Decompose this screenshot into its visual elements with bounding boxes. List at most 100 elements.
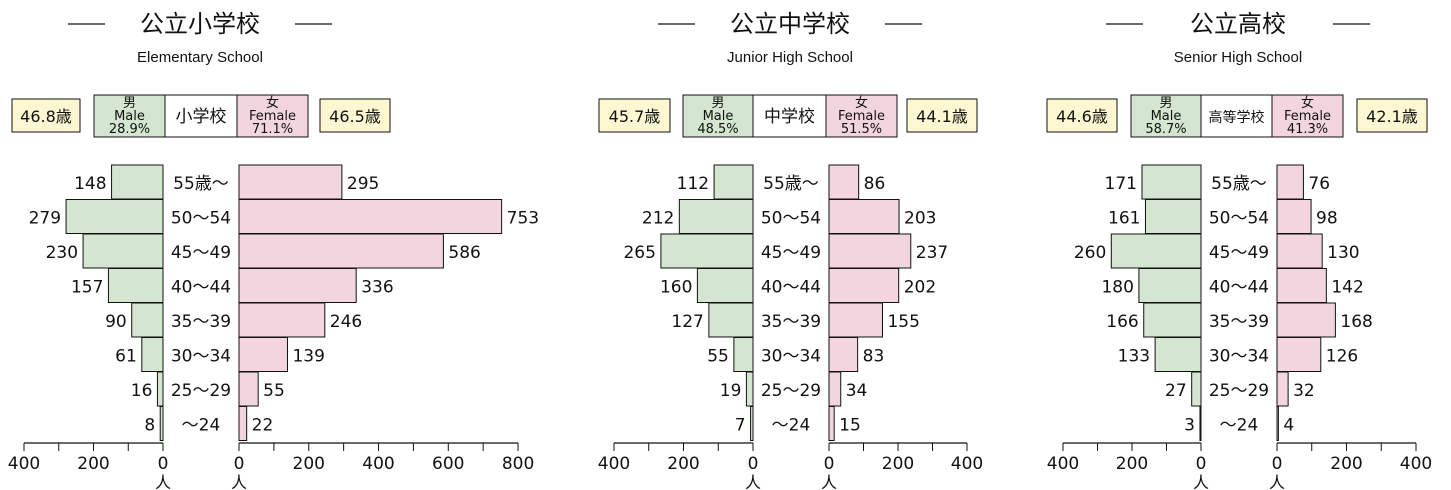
female-value-label: 86 xyxy=(864,174,886,194)
age-category-label: 40～44 xyxy=(1209,278,1269,298)
female-label-jp: 女 xyxy=(266,95,279,111)
male-value-label: 55 xyxy=(707,347,729,367)
female-bar xyxy=(1276,337,1322,372)
panel-subtitle: Junior High School xyxy=(727,49,853,66)
male-value-label: 230 xyxy=(46,243,78,263)
female-bar xyxy=(1276,233,1323,269)
female-bar xyxy=(828,268,900,303)
female-header-box xyxy=(825,94,898,138)
male-axis-unit: 人 xyxy=(745,473,761,490)
panel-title: 公立中学校 xyxy=(730,10,850,38)
female-value-label: 83 xyxy=(863,347,885,367)
male-bar xyxy=(1191,371,1202,407)
female-avg-age-box xyxy=(319,98,391,133)
female-value-label: 98 xyxy=(1316,209,1338,229)
school-type-label: 高等学校 xyxy=(1209,109,1265,126)
female-bar xyxy=(238,233,444,269)
male-bar xyxy=(750,406,754,441)
female-value-label: 32 xyxy=(1293,381,1315,401)
female-header-box xyxy=(236,94,309,138)
female-value-label: 155 xyxy=(887,312,919,332)
female-axis-tick-label: 800 xyxy=(502,454,534,474)
female-value-label: 586 xyxy=(448,243,480,263)
male-value-label: 166 xyxy=(1106,312,1138,332)
female-label-en: Female xyxy=(1284,109,1331,124)
female-bar xyxy=(828,233,912,269)
female-bar xyxy=(238,302,326,338)
panel-title: 公立小学校 xyxy=(140,10,260,38)
male-share: 58.7% xyxy=(1145,122,1186,137)
female-value-label: 203 xyxy=(904,209,936,229)
female-share: 71.1% xyxy=(252,122,293,137)
female-value-label: 237 xyxy=(916,243,948,263)
female-bar xyxy=(1276,268,1327,303)
male-label-en: Male xyxy=(703,109,734,124)
male-avg-age-box xyxy=(598,98,671,133)
female-value-label: 336 xyxy=(361,278,393,298)
age-category-label: 35～39 xyxy=(1209,312,1269,332)
female-avg-age: 46.5歳 xyxy=(329,107,381,126)
male-value-label: 112 xyxy=(677,174,709,194)
school-type-box xyxy=(752,94,827,138)
male-avg-age: 45.7歳 xyxy=(609,107,661,126)
male-share: 28.9% xyxy=(109,122,150,137)
male-axis-tick-label: 0 xyxy=(1196,454,1207,474)
female-bar xyxy=(828,302,883,338)
male-value-label: 148 xyxy=(74,174,106,194)
male-header-box xyxy=(682,94,754,138)
male-value-label: 8 xyxy=(144,416,155,436)
male-value-label: 212 xyxy=(642,209,674,229)
male-value-label: 27 xyxy=(1165,381,1187,401)
male-value-label: 90 xyxy=(105,312,127,332)
age-category-label: 45～49 xyxy=(761,243,821,263)
age-category-label: 30～34 xyxy=(761,347,821,367)
female-value-label: 130 xyxy=(1327,243,1359,263)
male-value-label: 160 xyxy=(660,278,692,298)
female-bar xyxy=(238,268,357,303)
male-label-en: Male xyxy=(1151,109,1182,124)
female-value-label: 246 xyxy=(330,312,362,332)
female-bar xyxy=(238,199,503,234)
age-category-label: ～24 xyxy=(1220,416,1259,436)
female-axis-tick-label: 200 xyxy=(882,454,914,474)
female-value-label: 142 xyxy=(1331,278,1363,298)
male-header-box xyxy=(1130,94,1202,138)
female-bar xyxy=(1276,164,1304,200)
female-value-label: 22 xyxy=(252,416,274,436)
male-axis-tick-label: 400 xyxy=(598,454,630,474)
female-avg-age: 44.1歳 xyxy=(916,107,968,126)
female-share: 51.5% xyxy=(841,122,882,137)
age-category-label: 50～54 xyxy=(1209,209,1269,229)
male-value-label: 61 xyxy=(115,347,137,367)
age-category-label: 55歳～ xyxy=(1211,174,1267,194)
male-value-label: 279 xyxy=(29,209,61,229)
female-value-label: 753 xyxy=(507,209,539,229)
female-axis-unit: 人 xyxy=(231,473,247,490)
female-axis-tick-label: 0 xyxy=(1272,454,1283,474)
female-bar xyxy=(1276,302,1336,338)
male-bar xyxy=(111,164,164,200)
female-avg-age-box xyxy=(1356,98,1428,133)
female-bar xyxy=(1276,199,1312,234)
age-category-label: 45～49 xyxy=(1209,243,1269,263)
male-value-label: 171 xyxy=(1105,174,1137,194)
female-bar xyxy=(828,199,900,234)
school-type-label: 小学校 xyxy=(176,107,227,127)
male-axis-tick-label: 0 xyxy=(748,454,759,474)
female-bar xyxy=(1276,406,1279,441)
age-category-label: 40～44 xyxy=(171,278,231,298)
female-label-en: Female xyxy=(838,109,885,124)
age-category-label: 40～44 xyxy=(761,278,821,298)
female-axis-tick-label: 400 xyxy=(951,454,983,474)
male-value-label: 3 xyxy=(1184,416,1195,436)
male-value-label: 127 xyxy=(671,312,703,332)
male-axis-tick-label: 200 xyxy=(77,454,109,474)
female-bar xyxy=(828,371,842,407)
male-bar xyxy=(1143,302,1202,338)
age-category-label: 35～39 xyxy=(761,312,821,332)
male-value-label: 161 xyxy=(1108,209,1140,229)
female-avg-age: 42.1歳 xyxy=(1366,107,1418,126)
male-bar xyxy=(82,233,164,269)
male-axis-tick-label: 400 xyxy=(1047,454,1079,474)
